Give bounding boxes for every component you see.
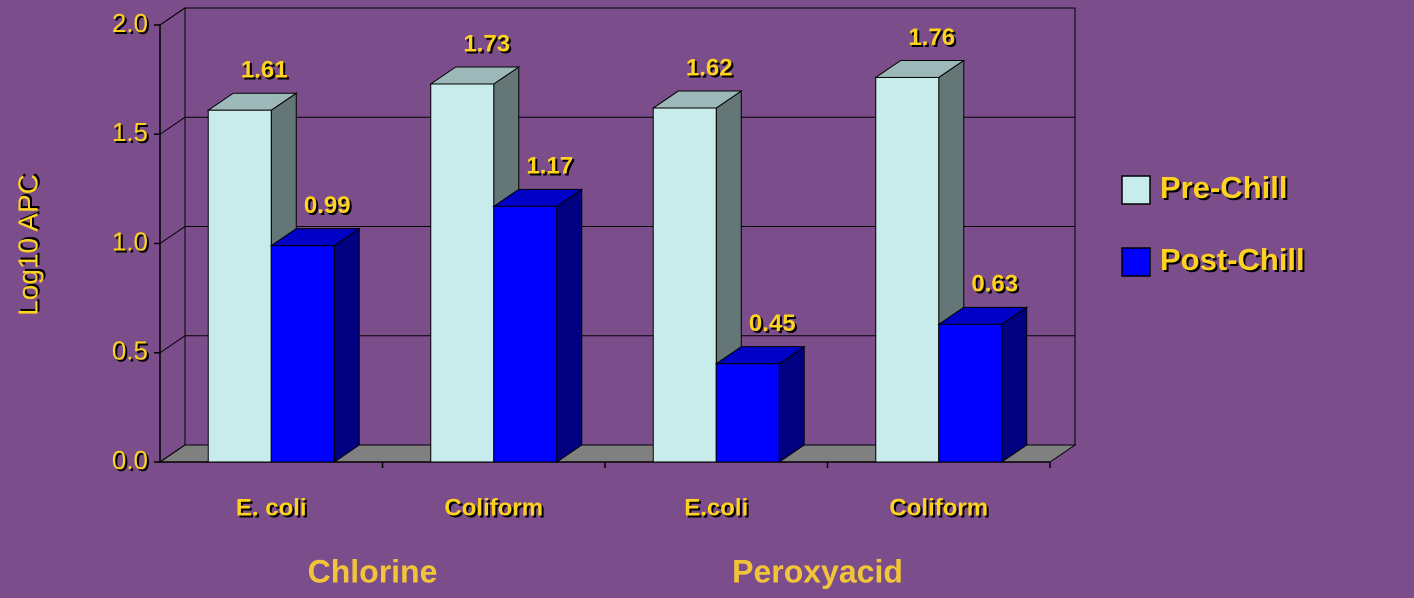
y-tick-label: 0.0 — [112, 445, 148, 475]
data-label: 0.99 — [304, 192, 351, 219]
legend-label: Post-Chill — [1160, 242, 1305, 277]
y-tick-label: 1.0 — [112, 226, 148, 256]
legend-swatch — [1121, 247, 1151, 277]
data-label: 1.73 — [463, 30, 510, 57]
bar — [938, 323, 1003, 463]
y-axis-label: Log10 APC — [12, 174, 43, 316]
y-tick-label: 2.0 — [112, 8, 148, 38]
bar — [652, 107, 717, 463]
x-tick-label: E.coli — [684, 494, 748, 521]
bar — [493, 205, 558, 463]
y-tick-label: 0.5 — [112, 336, 148, 366]
bar — [207, 109, 272, 463]
bar — [270, 245, 335, 463]
bar — [430, 83, 495, 463]
x-tick-label: Coliform — [444, 494, 543, 521]
y-tick-label: 1.5 — [112, 117, 148, 147]
x-tick-label: Coliform — [889, 494, 988, 521]
bar-side — [1001, 306, 1028, 463]
data-label: 0.63 — [971, 271, 1018, 298]
data-label: 1.61 — [241, 57, 288, 84]
data-label: 1.62 — [686, 54, 733, 81]
grid-line — [159, 7, 1075, 26]
grid-line — [159, 335, 1075, 354]
grid-line — [159, 116, 1075, 135]
grid-line — [159, 226, 1075, 244]
data-label: 0.45 — [749, 310, 796, 337]
bar-side — [556, 188, 583, 463]
x-tick-label: E. coli — [236, 494, 307, 521]
bar-side — [333, 227, 360, 463]
group-label: Peroxyacid — [732, 553, 903, 589]
bar — [875, 76, 940, 463]
group-label: Chlorine — [308, 553, 438, 589]
data-label: 1.17 — [526, 153, 573, 180]
bar — [715, 363, 780, 463]
legend-swatch — [1121, 175, 1151, 205]
data-label: 1.76 — [908, 24, 955, 51]
legend-label: Pre-Chill — [1160, 170, 1287, 205]
bar-side — [778, 345, 805, 463]
